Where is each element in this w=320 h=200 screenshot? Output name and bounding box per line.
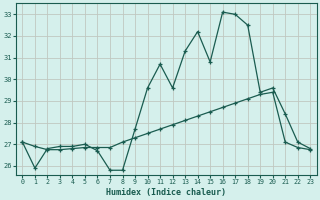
X-axis label: Humidex (Indice chaleur): Humidex (Indice chaleur): [106, 188, 226, 197]
